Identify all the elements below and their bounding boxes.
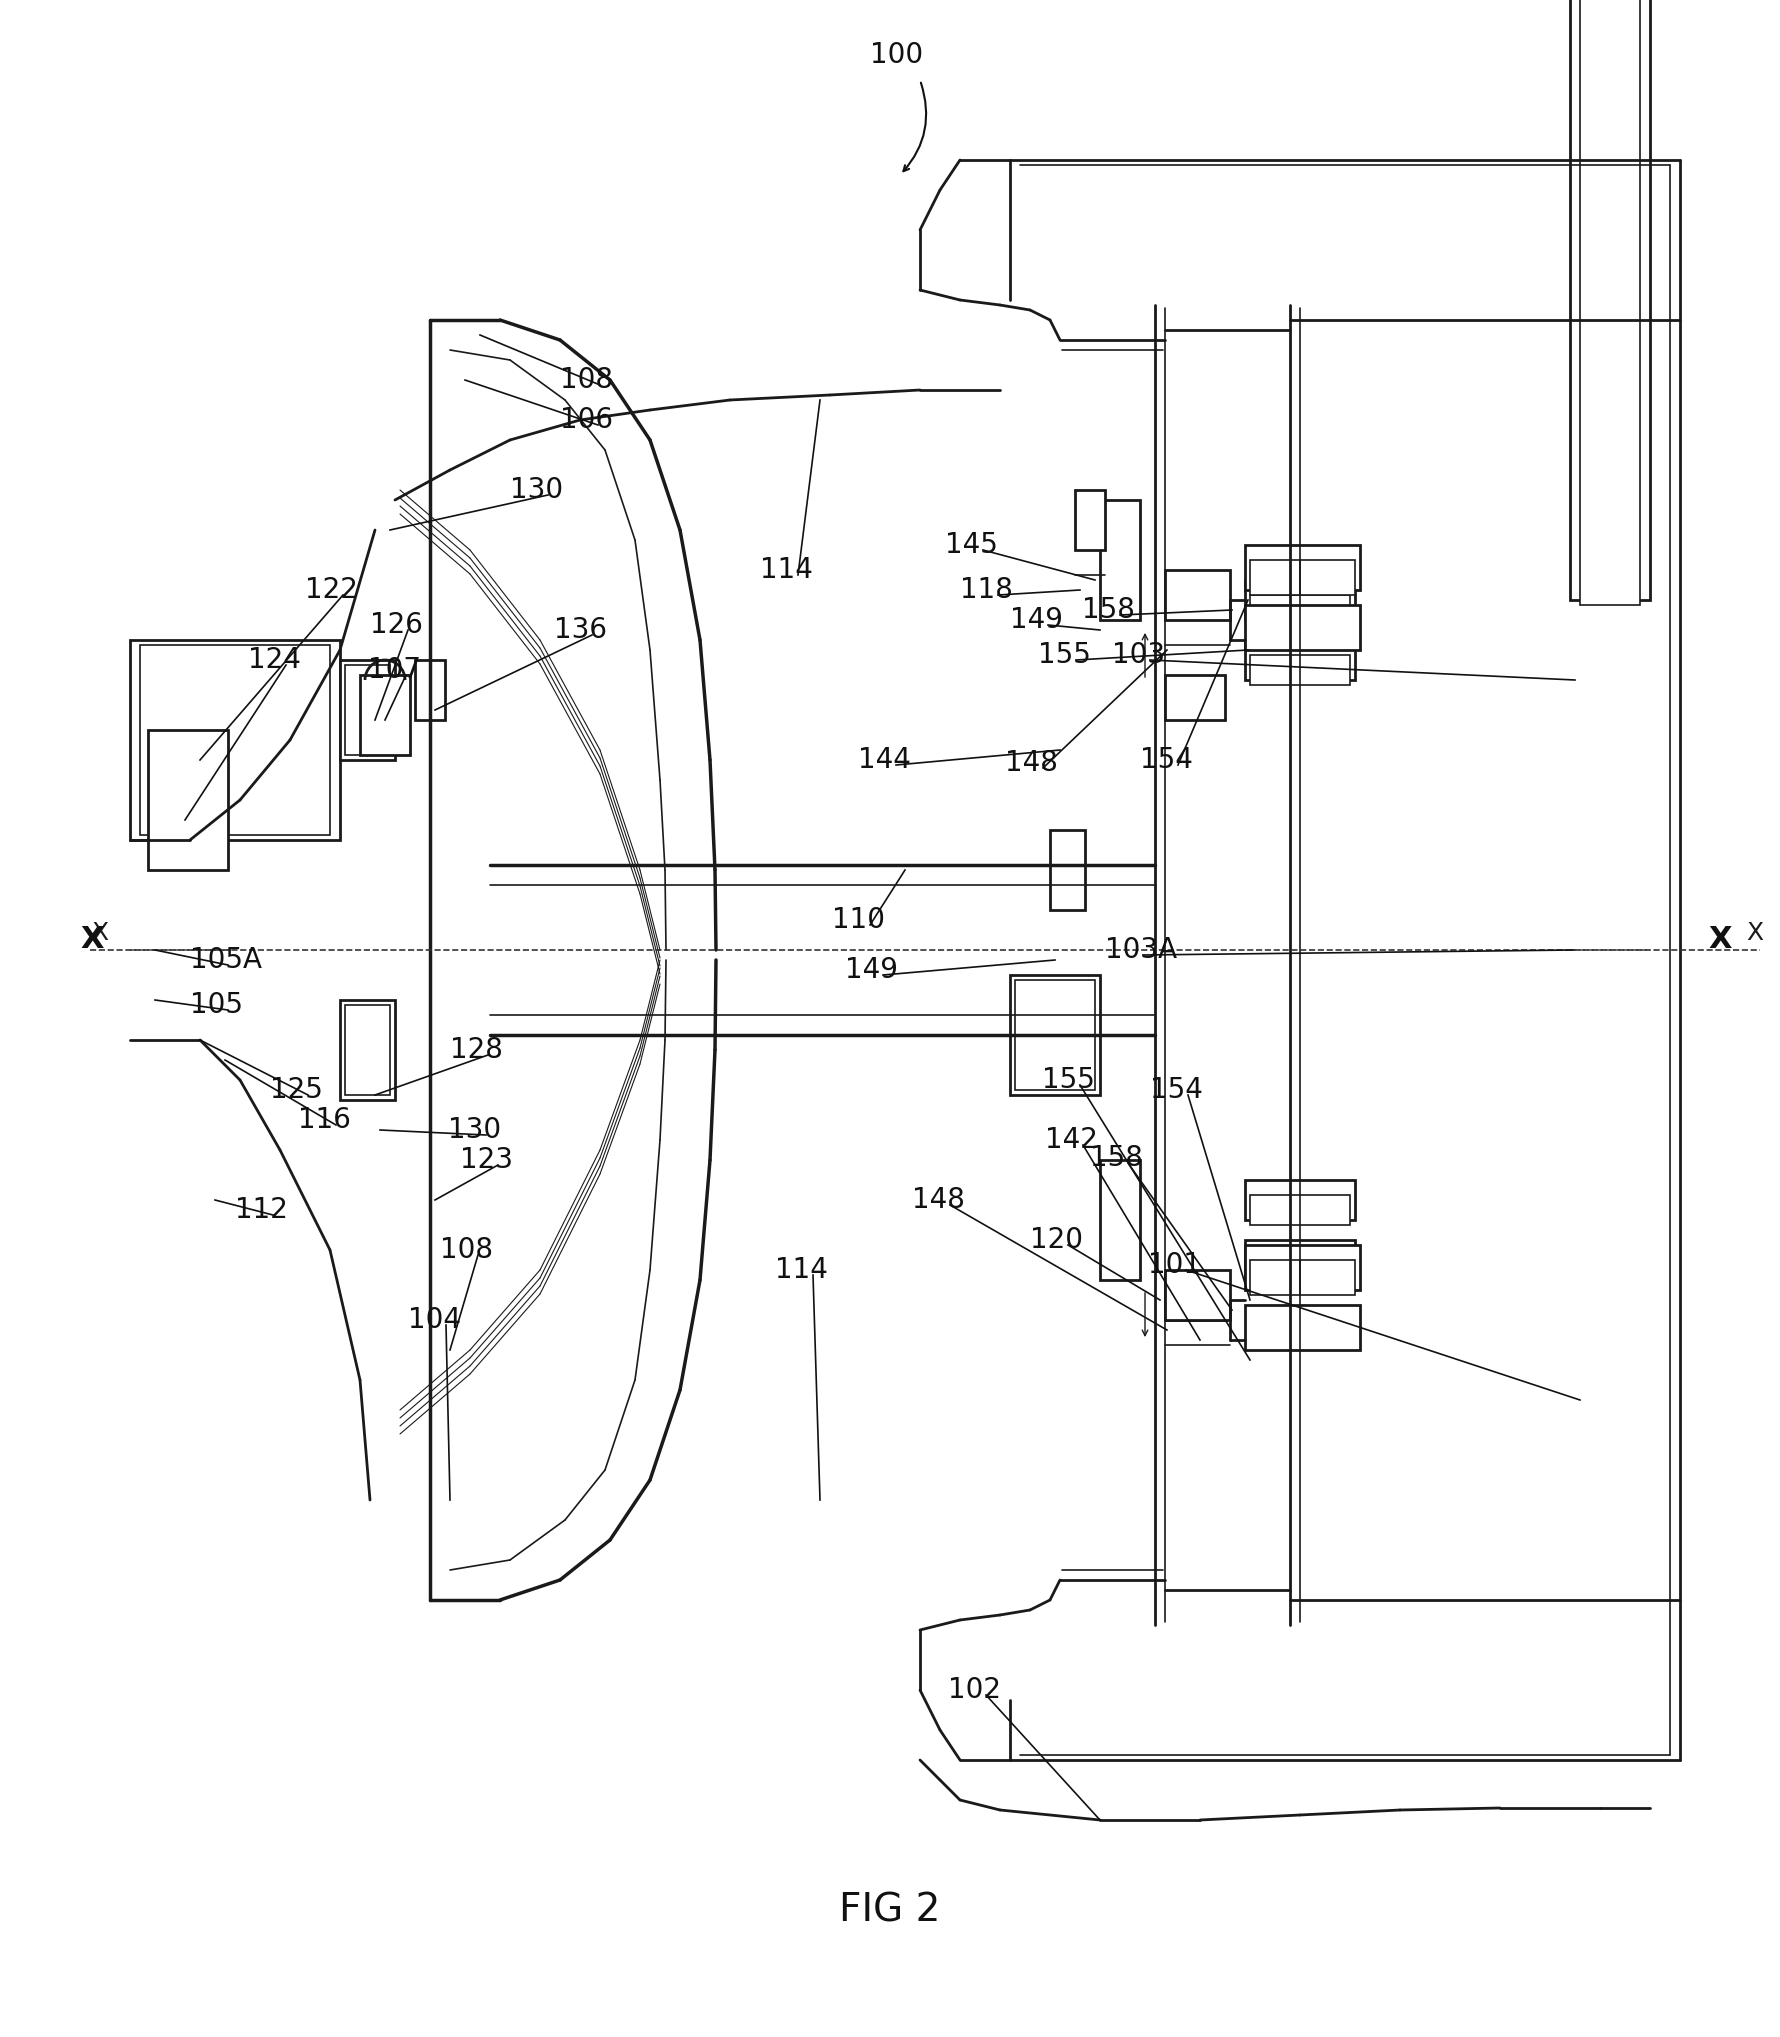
Bar <box>1244 581 1355 619</box>
Text: X: X <box>1709 925 1732 955</box>
Text: 148: 148 <box>1006 750 1057 776</box>
Text: 100: 100 <box>870 41 924 69</box>
Text: 103: 103 <box>1112 642 1166 668</box>
Bar <box>1244 546 1360 591</box>
Text: FIG 2: FIG 2 <box>840 1890 940 1929</box>
Text: 136: 136 <box>554 615 607 644</box>
Text: 118: 118 <box>959 576 1013 605</box>
Bar <box>1015 980 1095 1090</box>
Bar <box>1075 491 1105 550</box>
Bar <box>1250 1261 1299 1296</box>
Text: 128: 128 <box>450 1037 504 1063</box>
Bar <box>1570 0 1650 601</box>
Text: 110: 110 <box>831 906 885 935</box>
Bar <box>340 660 395 760</box>
Bar <box>1244 1306 1360 1351</box>
Text: 158: 158 <box>1089 1145 1143 1171</box>
Text: 108: 108 <box>440 1236 493 1265</box>
Text: X: X <box>91 921 109 945</box>
Bar <box>1299 1261 1355 1296</box>
Bar <box>345 664 390 756</box>
Text: 124: 124 <box>247 646 301 674</box>
Bar <box>360 674 409 756</box>
Bar <box>148 729 228 870</box>
Text: 114: 114 <box>774 1257 828 1283</box>
Bar <box>1244 1241 1355 1279</box>
Bar <box>340 1000 395 1100</box>
Bar <box>1250 656 1349 684</box>
Text: 123: 123 <box>459 1147 513 1173</box>
Bar <box>141 646 329 835</box>
Text: X: X <box>80 925 103 955</box>
Bar <box>1164 1269 1230 1320</box>
Bar <box>1244 1245 1360 1289</box>
Text: 145: 145 <box>945 532 999 558</box>
Bar <box>345 1004 390 1096</box>
Text: 148: 148 <box>911 1186 965 1214</box>
Text: 155: 155 <box>1038 642 1091 668</box>
Bar <box>1250 1196 1349 1224</box>
Bar <box>1050 829 1086 911</box>
Text: 130: 130 <box>449 1116 502 1145</box>
Bar <box>1164 570 1230 619</box>
Text: 144: 144 <box>858 746 911 774</box>
Bar <box>1244 1179 1355 1220</box>
Bar <box>1244 605 1360 650</box>
Text: 107: 107 <box>368 656 422 684</box>
Text: 112: 112 <box>235 1196 288 1224</box>
Bar <box>1100 499 1139 619</box>
Bar <box>1299 560 1355 595</box>
Text: 149: 149 <box>1009 605 1063 634</box>
Text: 105A: 105A <box>190 945 262 974</box>
Text: 154: 154 <box>1150 1076 1203 1104</box>
Text: 142: 142 <box>1045 1126 1098 1155</box>
Text: 126: 126 <box>370 611 424 640</box>
Bar <box>130 640 340 839</box>
Text: 101: 101 <box>1148 1251 1202 1279</box>
Text: 114: 114 <box>760 556 813 585</box>
Text: 154: 154 <box>1139 746 1193 774</box>
Bar <box>1100 1159 1139 1279</box>
Text: 116: 116 <box>297 1106 351 1135</box>
Text: 122: 122 <box>304 576 358 605</box>
Text: 130: 130 <box>511 477 562 503</box>
Text: 108: 108 <box>561 367 612 393</box>
Text: 106: 106 <box>561 405 612 434</box>
Text: 103A: 103A <box>1105 935 1177 964</box>
Text: 105: 105 <box>190 990 244 1018</box>
Text: 149: 149 <box>846 955 897 984</box>
Bar <box>1164 674 1225 719</box>
Text: X: X <box>1746 921 1764 945</box>
Bar <box>1244 640 1355 680</box>
Bar <box>1009 976 1100 1096</box>
Text: 155: 155 <box>1041 1065 1095 1094</box>
Text: 104: 104 <box>408 1306 461 1334</box>
Text: 125: 125 <box>271 1076 322 1104</box>
Bar <box>1581 0 1639 605</box>
Text: 120: 120 <box>1031 1226 1082 1255</box>
Text: 158: 158 <box>1082 597 1136 623</box>
Bar <box>1250 595 1349 625</box>
Bar <box>1250 1255 1349 1285</box>
Bar <box>415 660 445 719</box>
Bar <box>1164 1275 1225 1320</box>
Bar <box>1250 560 1299 595</box>
Text: 102: 102 <box>949 1676 1000 1705</box>
